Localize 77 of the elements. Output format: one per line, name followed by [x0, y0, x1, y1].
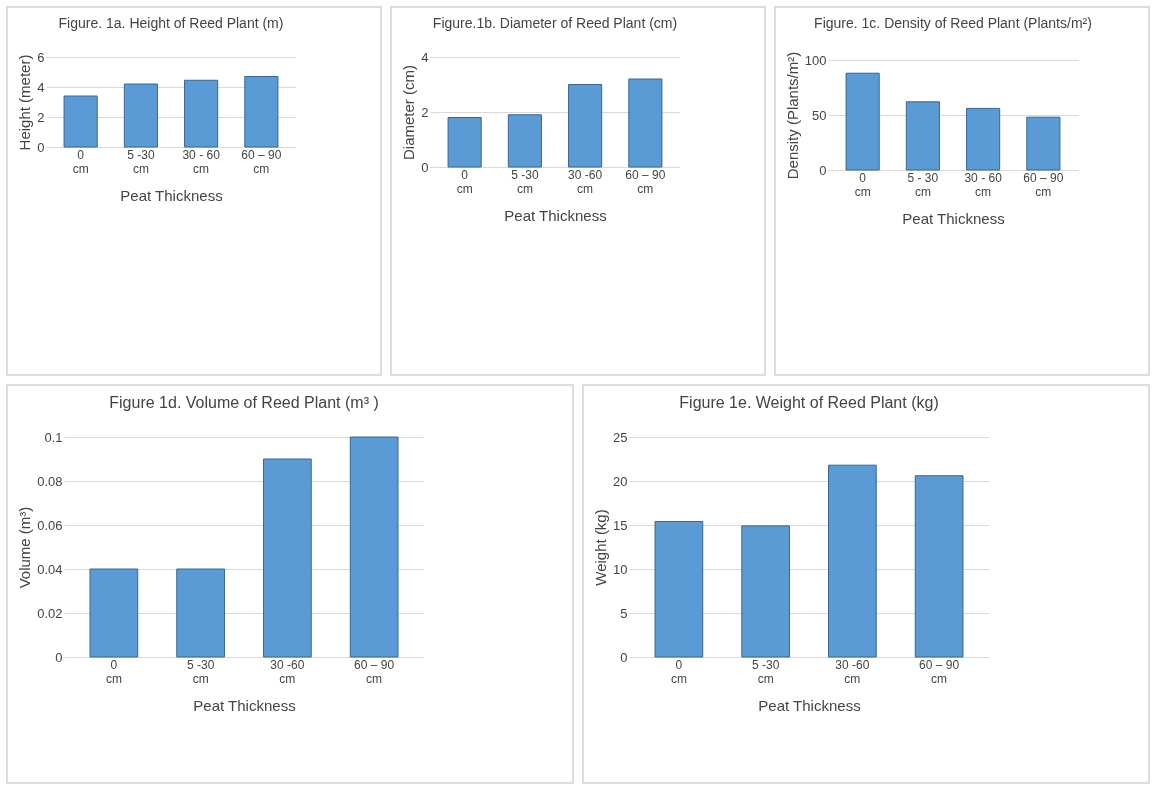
chart-title: Figure. 1a. Height of Reed Plant (m): [58, 15, 284, 31]
y-tick-label: 2: [421, 104, 429, 120]
bar: [905, 101, 940, 171]
y-axis-title: Diameter (cm): [400, 64, 418, 161]
x-tick-label: 0 cm: [670, 657, 687, 686]
bar: [628, 78, 663, 168]
y-tick-label: 25: [613, 429, 628, 445]
y-tick-label: 0: [819, 162, 827, 178]
bar: [568, 84, 603, 168]
bar: [914, 475, 964, 658]
bar: [845, 72, 880, 171]
x-tick-label: 5 -30 cm: [127, 147, 155, 176]
chart-title: Figure. 1c. Density of Reed Plant (Plants/m²): [814, 15, 1092, 32]
y-axis-title: Height (meter): [16, 54, 34, 151]
y-tick-label: 4: [421, 49, 429, 65]
y-tick-label: 0: [55, 649, 63, 665]
bar: [1026, 116, 1061, 171]
y-tick-label: 0: [620, 649, 628, 665]
y-tick-label: 0.04: [37, 561, 63, 577]
y-tick-label: 0: [421, 159, 429, 175]
bar: [966, 107, 1001, 171]
y-tick-label: 5: [620, 605, 628, 621]
chart-title: Figure 1e. Weight of Reed Plant (kg): [679, 394, 939, 411]
bar: [123, 83, 158, 148]
y-tick-label: 0.02: [37, 605, 63, 621]
y-axis-title: Density (Plants/m²): [783, 51, 801, 180]
x-axis-title: Peat Thickness: [120, 186, 223, 204]
x-tick-label: 5 -30 cm: [511, 167, 539, 196]
bar: [244, 76, 279, 148]
x-tick-label: 0 cm: [456, 167, 473, 196]
x-tick-label: 60 – 90 cm: [354, 657, 395, 686]
bar: [263, 458, 312, 658]
bar: [507, 114, 542, 168]
bar: [89, 568, 139, 658]
chart-title: Figure 1d. Volume of Reed Plant (m³ ): [109, 394, 379, 411]
chart-title: Figure.1b. Diameter of Reed Plant (cm): [432, 15, 678, 31]
x-tick-label: 60 – 90 cm: [241, 147, 282, 176]
bar: [741, 525, 790, 658]
x-tick-label: 30 - 60 cm: [964, 170, 1003, 199]
y-axis-title: Weight (kg): [592, 509, 610, 586]
x-tick-label: 5 - 30 cm: [907, 170, 939, 199]
x-tick-label: 0 cm: [854, 170, 871, 199]
x-axis-title: Peat Thickness: [902, 209, 1005, 227]
x-tick-label: 5 -30 cm: [186, 657, 215, 686]
x-tick-label: 60 – 90 cm: [625, 167, 666, 196]
y-tick-label: 0.1: [44, 429, 63, 445]
bar: [63, 95, 98, 148]
bar: [828, 464, 877, 658]
x-tick-label: 5 -30 cm: [751, 657, 780, 686]
y-tick-label: 15: [613, 517, 628, 533]
x-tick-label: 60 – 90 cm: [919, 657, 960, 686]
y-tick-label: 100: [804, 52, 827, 68]
x-axis-title: Peat Thickness: [504, 206, 607, 224]
bar: [184, 79, 219, 148]
x-tick-label: 30 -60 cm: [270, 657, 305, 686]
y-tick-label: 0.08: [37, 473, 63, 489]
y-tick-label: 0.06: [37, 517, 63, 533]
bar: [176, 568, 225, 658]
bar: [654, 520, 704, 658]
x-tick-label: 30 - 60 cm: [182, 147, 221, 176]
y-tick-label: 6: [37, 49, 45, 65]
bar: [349, 436, 399, 658]
bar: [447, 117, 482, 168]
x-axis-title: Peat Thickness: [758, 696, 861, 714]
y-tick-label: 20: [613, 473, 628, 489]
y-tick-label: 4: [37, 79, 45, 95]
y-tick-label: 2: [37, 109, 45, 125]
x-axis-title: Peat Thickness: [193, 696, 296, 714]
y-tick-label: 0: [37, 139, 45, 155]
x-tick-label: 60 – 90 cm: [1023, 170, 1064, 199]
y-axis-title: Volume (m³): [16, 506, 34, 589]
y-tick-label: 10: [613, 561, 628, 577]
x-tick-label: 0 cm: [72, 147, 89, 176]
y-tick-label: 50: [812, 107, 827, 123]
x-tick-label: 30 -60 cm: [568, 167, 603, 196]
x-tick-label: 30 -60 cm: [835, 657, 870, 686]
x-tick-label: 0 cm: [105, 657, 122, 686]
